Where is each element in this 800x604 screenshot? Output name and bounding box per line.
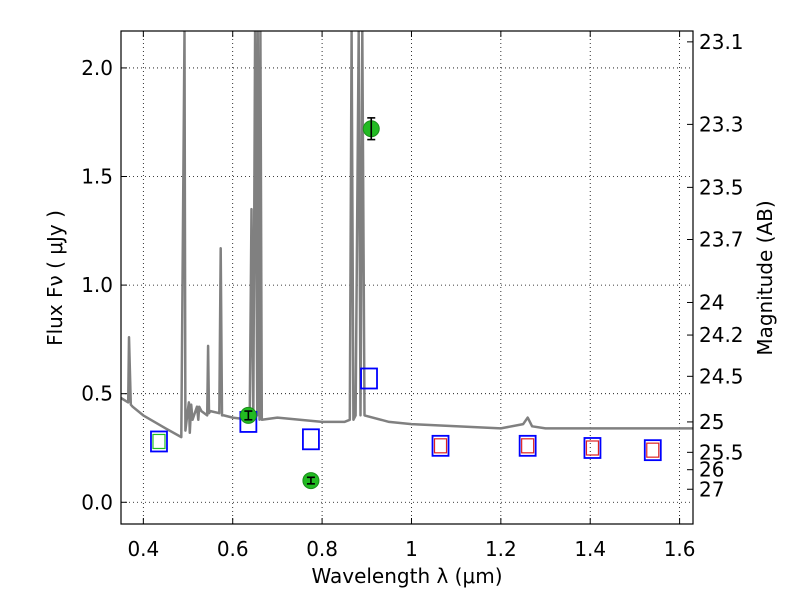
model-photometry-square bbox=[431, 434, 450, 457]
y-axis-left: 0.0 0.5 1.0 1.5 2.0 bbox=[81, 56, 127, 514]
x-tick-label: 0.4 bbox=[127, 537, 159, 561]
x-axis: 0.4 0.6 0.8 1 1.2 1.4 1.6 bbox=[127, 31, 696, 561]
y2-tick-label: 24 bbox=[699, 290, 724, 314]
x-axis-label: Wavelength λ (μm) bbox=[311, 564, 502, 588]
model-photometry-square bbox=[518, 434, 537, 457]
inner-marker-square bbox=[433, 438, 448, 454]
plot-frame bbox=[120, 30, 694, 525]
x-tick-label: 1.2 bbox=[485, 537, 517, 561]
y2-tick-label: 23.1 bbox=[699, 30, 744, 54]
marker-layer bbox=[150, 117, 662, 490]
y-tick-label: 0.5 bbox=[81, 382, 113, 406]
model-photometry-square bbox=[583, 437, 602, 459]
y2-tick-label: 26 bbox=[699, 458, 724, 482]
inner-marker-square bbox=[152, 433, 166, 450]
model-photometry-square bbox=[360, 367, 378, 390]
y2-tick-label: 25 bbox=[699, 410, 724, 434]
inner-marker-square bbox=[521, 438, 535, 454]
model-photometry-square bbox=[150, 430, 168, 453]
x-tick-label: 0.6 bbox=[217, 537, 249, 561]
model-photometry-square bbox=[302, 428, 320, 451]
y-axis-label: Flux Fν ( μJy ) bbox=[43, 210, 67, 346]
y-tick-label: 1.0 bbox=[81, 273, 113, 297]
x-tick-label: 1.4 bbox=[574, 537, 606, 561]
plot-background bbox=[121, 31, 693, 524]
y2-tick-label: 23.3 bbox=[699, 112, 744, 136]
y2-tick-label: 24.2 bbox=[699, 323, 744, 347]
x-tick-label: 0.8 bbox=[306, 537, 338, 561]
y2-tick-label: 27 bbox=[699, 477, 724, 501]
y2-tick-label: 24.5 bbox=[699, 364, 744, 388]
x-tick-label: 1 bbox=[405, 537, 418, 561]
y-tick-label: 0.0 bbox=[81, 490, 113, 514]
inner-marker-square bbox=[646, 442, 660, 458]
y2-tick-label: 23.5 bbox=[699, 175, 744, 199]
y2-axis-label: Magnitude (AB) bbox=[753, 200, 777, 355]
y-tick-label: 2.0 bbox=[81, 56, 113, 80]
inner-marker-square bbox=[585, 440, 600, 456]
model-photometry-square bbox=[643, 439, 662, 462]
y-tick-label: 1.5 bbox=[81, 165, 113, 189]
x-tick-label: 1.6 bbox=[664, 537, 696, 561]
grid bbox=[121, 31, 693, 524]
y2-tick-label: 23.7 bbox=[699, 227, 744, 251]
y2-tick-label: 25.5 bbox=[699, 440, 744, 464]
